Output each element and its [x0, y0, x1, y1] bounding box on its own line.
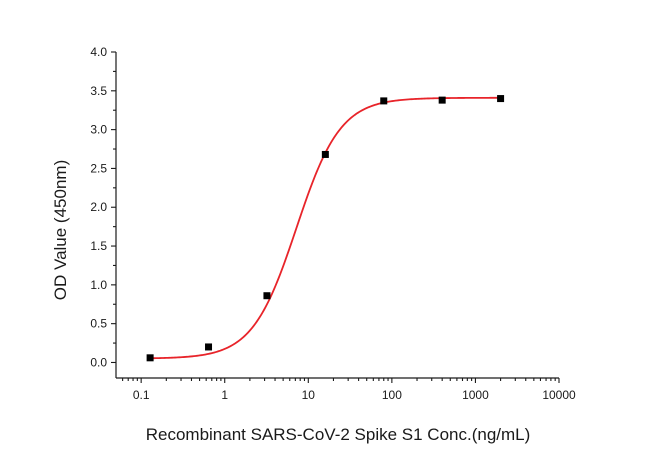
y-tick-label: 0.5: [90, 317, 107, 331]
data-point: [263, 292, 271, 300]
x-tick-label: 1: [221, 388, 228, 402]
axes: [115, 52, 559, 379]
x-tick-label: 1000: [462, 388, 489, 402]
data-point: [146, 354, 154, 362]
fit-curve: [150, 96, 501, 360]
y-tick-label: 3.5: [90, 84, 107, 98]
y-tick-label: 0.0: [90, 355, 107, 369]
y-tick-label: 2.5: [90, 161, 107, 175]
y-axis-title: OD Value (450nm): [51, 160, 70, 300]
data-point: [438, 96, 446, 104]
data-points: [146, 95, 505, 362]
x-tick-label: 0.1: [133, 388, 150, 402]
fit-curve-layer: [150, 96, 501, 360]
data-point: [321, 150, 329, 158]
y-tick-label: 2.0: [90, 200, 107, 214]
data-point: [205, 343, 213, 351]
data-point: [497, 95, 505, 103]
x-tick-label: 10: [302, 388, 316, 402]
x-axis-title: Recombinant SARS-CoV-2 Spike S1 Conc.(ng…: [146, 425, 531, 444]
axis-ticks: [111, 51, 560, 383]
x-tick-label: 10000: [542, 388, 576, 402]
axis-tick-labels: 0.0 0.5 1.0 1.5 2.0 2.5 3.0 3.5 4.0 0.1 1 10 100 1000…: [90, 45, 576, 402]
data-point: [380, 97, 388, 105]
y-tick-label: 4.0: [90, 45, 107, 59]
x-tick-label: 100: [382, 388, 402, 402]
y-tick-label: 1.5: [90, 239, 107, 253]
y-tick-label: 3.0: [90, 123, 107, 137]
y-tick-label: 1.0: [90, 278, 107, 292]
